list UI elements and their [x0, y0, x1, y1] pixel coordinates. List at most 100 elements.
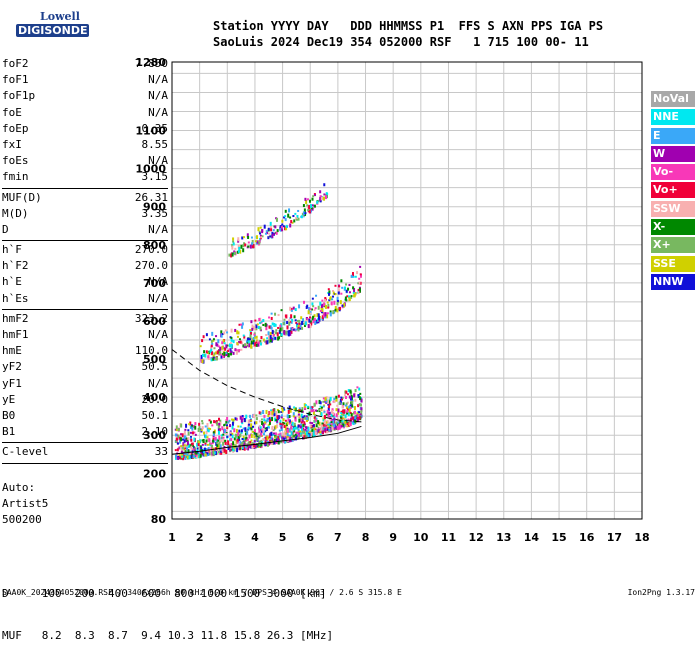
echo-point: [353, 287, 356, 292]
echo-point: [313, 317, 316, 322]
echo-point: [300, 427, 303, 431]
echo-point: [278, 433, 281, 438]
echo-point: [253, 325, 256, 330]
echo-point: [217, 425, 220, 429]
echo-point: [225, 344, 228, 349]
echo-point: [255, 421, 258, 425]
y-tick-label: 700: [143, 277, 166, 290]
echo-point: [267, 331, 270, 336]
echo-point: [321, 307, 324, 312]
echo-point: [310, 308, 313, 311]
echo-point: [328, 292, 331, 296]
echo-point: [197, 452, 200, 457]
echo-point: [273, 413, 276, 417]
echo-point: [276, 332, 279, 337]
echo-point: [311, 302, 314, 306]
param-name: h`F2: [2, 259, 29, 273]
y-tick-label: 80: [151, 513, 167, 526]
echo-point: [198, 440, 201, 444]
echo-point: [220, 450, 223, 453]
echo-point: [315, 319, 318, 324]
echo-point: [271, 425, 274, 430]
x-tick-label: 4: [251, 531, 259, 544]
echo-point: [296, 435, 299, 438]
echo-point: [248, 423, 251, 426]
legend-item: SSE: [651, 255, 695, 272]
echo-point: [289, 327, 292, 332]
echo-point: [354, 413, 357, 416]
legend-item: E: [651, 127, 695, 144]
echo-point: [319, 190, 322, 194]
echo-point: [315, 409, 318, 412]
echo-point: [309, 421, 312, 424]
param-name: foF1p: [2, 89, 36, 103]
echo-point: [303, 433, 306, 436]
echo-point: [229, 343, 232, 348]
echo-point: [348, 298, 351, 302]
echo-point: [327, 421, 330, 424]
echo-point: [244, 446, 247, 449]
y-tick-label: 400: [143, 391, 166, 404]
echo-point: [253, 440, 256, 443]
echo-point: [336, 296, 339, 301]
echo-point: [299, 430, 302, 434]
echo-point: [314, 307, 317, 310]
echo-point: [193, 431, 196, 434]
echo-point: [250, 236, 253, 239]
echo-point: [257, 432, 260, 436]
echo-point: [194, 447, 197, 450]
echo-point: [303, 415, 306, 419]
echo-point: [284, 435, 287, 438]
echo-point: [240, 244, 243, 249]
echo-point: [225, 354, 228, 357]
param-row: yE 20.0: [2, 392, 168, 408]
echo-point: [260, 236, 263, 239]
echo-point: [281, 327, 284, 332]
echo-point: [237, 244, 240, 249]
echo-point: [277, 410, 280, 414]
echo-point: [207, 357, 210, 361]
echo-point: [265, 419, 268, 423]
param-name: h`Es: [2, 291, 29, 305]
echo-point: [328, 428, 331, 432]
echo-point: [320, 412, 323, 417]
echo-point: [259, 226, 262, 229]
param-value: N/A: [148, 89, 168, 103]
echo-point: [350, 401, 353, 405]
echo-point: [270, 440, 273, 443]
param-value: 33: [154, 445, 168, 459]
echo-point: [338, 401, 341, 405]
echo-point: [186, 444, 189, 447]
echo-point: [326, 301, 329, 304]
param-value: 20.0: [141, 392, 169, 406]
echo-point: [231, 252, 234, 257]
echo-point: [292, 415, 295, 418]
echo-point: [342, 414, 345, 417]
echo-point: [270, 436, 273, 439]
echo-point: [195, 454, 198, 457]
echo-point: [297, 324, 300, 327]
echo-point: [349, 421, 352, 426]
echo-point: [247, 235, 250, 239]
echo-point: [180, 445, 183, 448]
echo-point: [323, 414, 326, 419]
echo-point: [195, 452, 198, 456]
echo-point: [288, 434, 291, 437]
echo-point: [349, 389, 352, 394]
echo-point: [216, 446, 219, 450]
echo-point: [258, 341, 261, 344]
echo-point: [294, 308, 297, 312]
plot-frame: [171, 61, 643, 520]
param-name: M(D): [2, 206, 29, 220]
echo-point: [324, 304, 327, 309]
echo-point: [301, 213, 304, 216]
echo-point: [236, 448, 239, 453]
echo-point: [274, 312, 277, 316]
echo-point: [202, 353, 205, 357]
legend-item: Vo-: [651, 164, 695, 181]
echo-point: [243, 417, 246, 422]
echo-point: [329, 396, 332, 401]
echo-point: [330, 423, 333, 426]
echo-point: [276, 229, 279, 233]
echo-point: [312, 432, 315, 437]
